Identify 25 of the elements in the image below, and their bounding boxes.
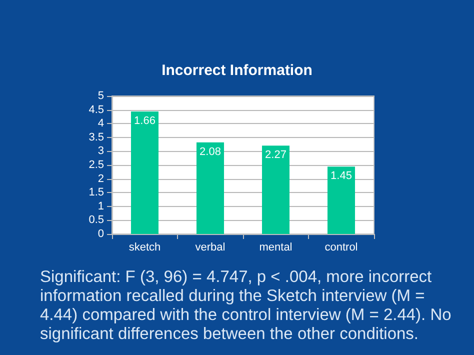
chart-title: Incorrect Information (162, 62, 312, 79)
x-tick-label: verbal (195, 242, 226, 254)
bar (262, 146, 290, 234)
annotation: 1.66 (134, 114, 156, 127)
bar (196, 142, 224, 234)
y-tick-label: 2.5 (88, 159, 104, 171)
annotation: 2.27 (265, 149, 286, 162)
annotation: 2.08 (200, 146, 221, 158)
y-tick-label: 4.5 (88, 104, 104, 116)
y-tick-label: 5 (98, 90, 104, 102)
y-tick-label: 4 (98, 118, 104, 130)
y-tick-label: 2 (98, 172, 104, 185)
bar (327, 166, 356, 234)
annotation: 1.45 (330, 170, 352, 182)
x-tick-label: mental (259, 242, 292, 254)
y-tick-label: 3 (98, 145, 104, 158)
y-tick-label: 1.5 (88, 186, 104, 199)
text: Significant: F (3, 96) = 4.747, p < .004, more incorrect information recalled during the Sketch interview (M = 4.44) compared with the control interview (M = 2.44). No significant differences between the other conditions. (40, 268, 452, 344)
x-tick-label: control (324, 242, 358, 254)
bar (130, 111, 159, 234)
x-tick-label: sketch (128, 242, 161, 254)
y-tick-label: 0.5 (88, 214, 104, 226)
y-tick-label: 1 (98, 200, 104, 212)
y-tick-label: 3.5 (88, 131, 104, 144)
y-tick-label: 0 (98, 228, 104, 240)
